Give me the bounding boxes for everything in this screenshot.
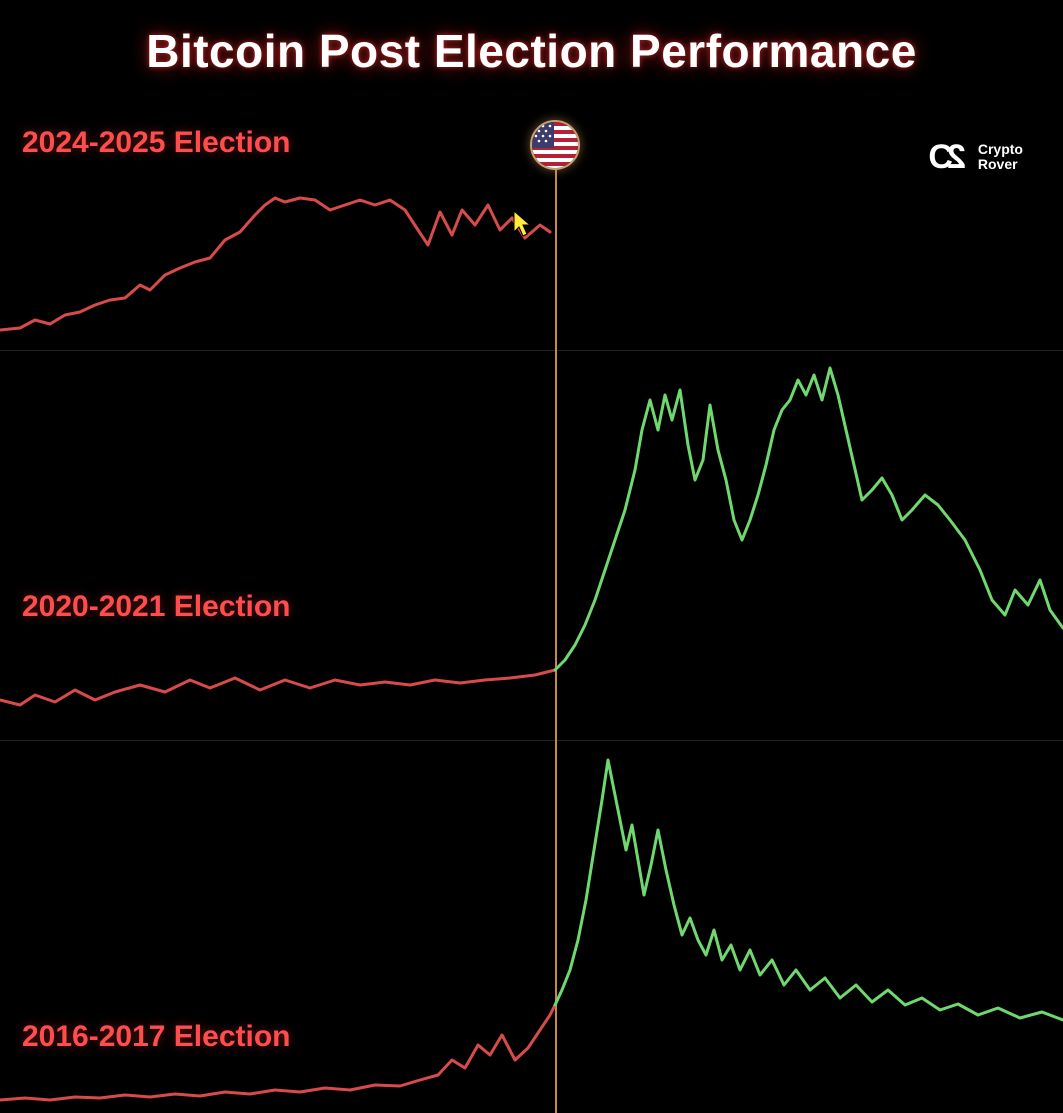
brand-badge: C2 Crypto Rover	[928, 140, 1023, 174]
brand-logo-icon: C2	[928, 140, 967, 174]
panel-divider	[0, 350, 1063, 351]
panel-label-2024: 2024-2025 Election	[22, 126, 291, 160]
page-title: Bitcoin Post Election Performance	[0, 24, 1063, 78]
election-vertical-line	[555, 170, 557, 1113]
panel-divider	[0, 740, 1063, 741]
chart-panel-2024	[0, 0, 1063, 1113]
us-flag-icon	[530, 120, 580, 170]
panel-label-2020: 2020-2021 Election	[22, 590, 291, 624]
series-pre-election	[0, 670, 555, 705]
cursor-icon	[512, 210, 534, 238]
brand-text: Crypto Rover	[978, 142, 1023, 171]
series-pre-election	[0, 198, 550, 330]
chart-panel-2020	[0, 0, 1063, 1113]
chart-panel-2016	[0, 0, 1063, 1113]
series-post-election	[555, 760, 1063, 1020]
panel-label-2016: 2016-2017 Election	[22, 1020, 291, 1054]
series-post-election	[555, 368, 1063, 670]
chart-stage: Bitcoin Post Election Performance C2 Cry…	[0, 0, 1063, 1113]
